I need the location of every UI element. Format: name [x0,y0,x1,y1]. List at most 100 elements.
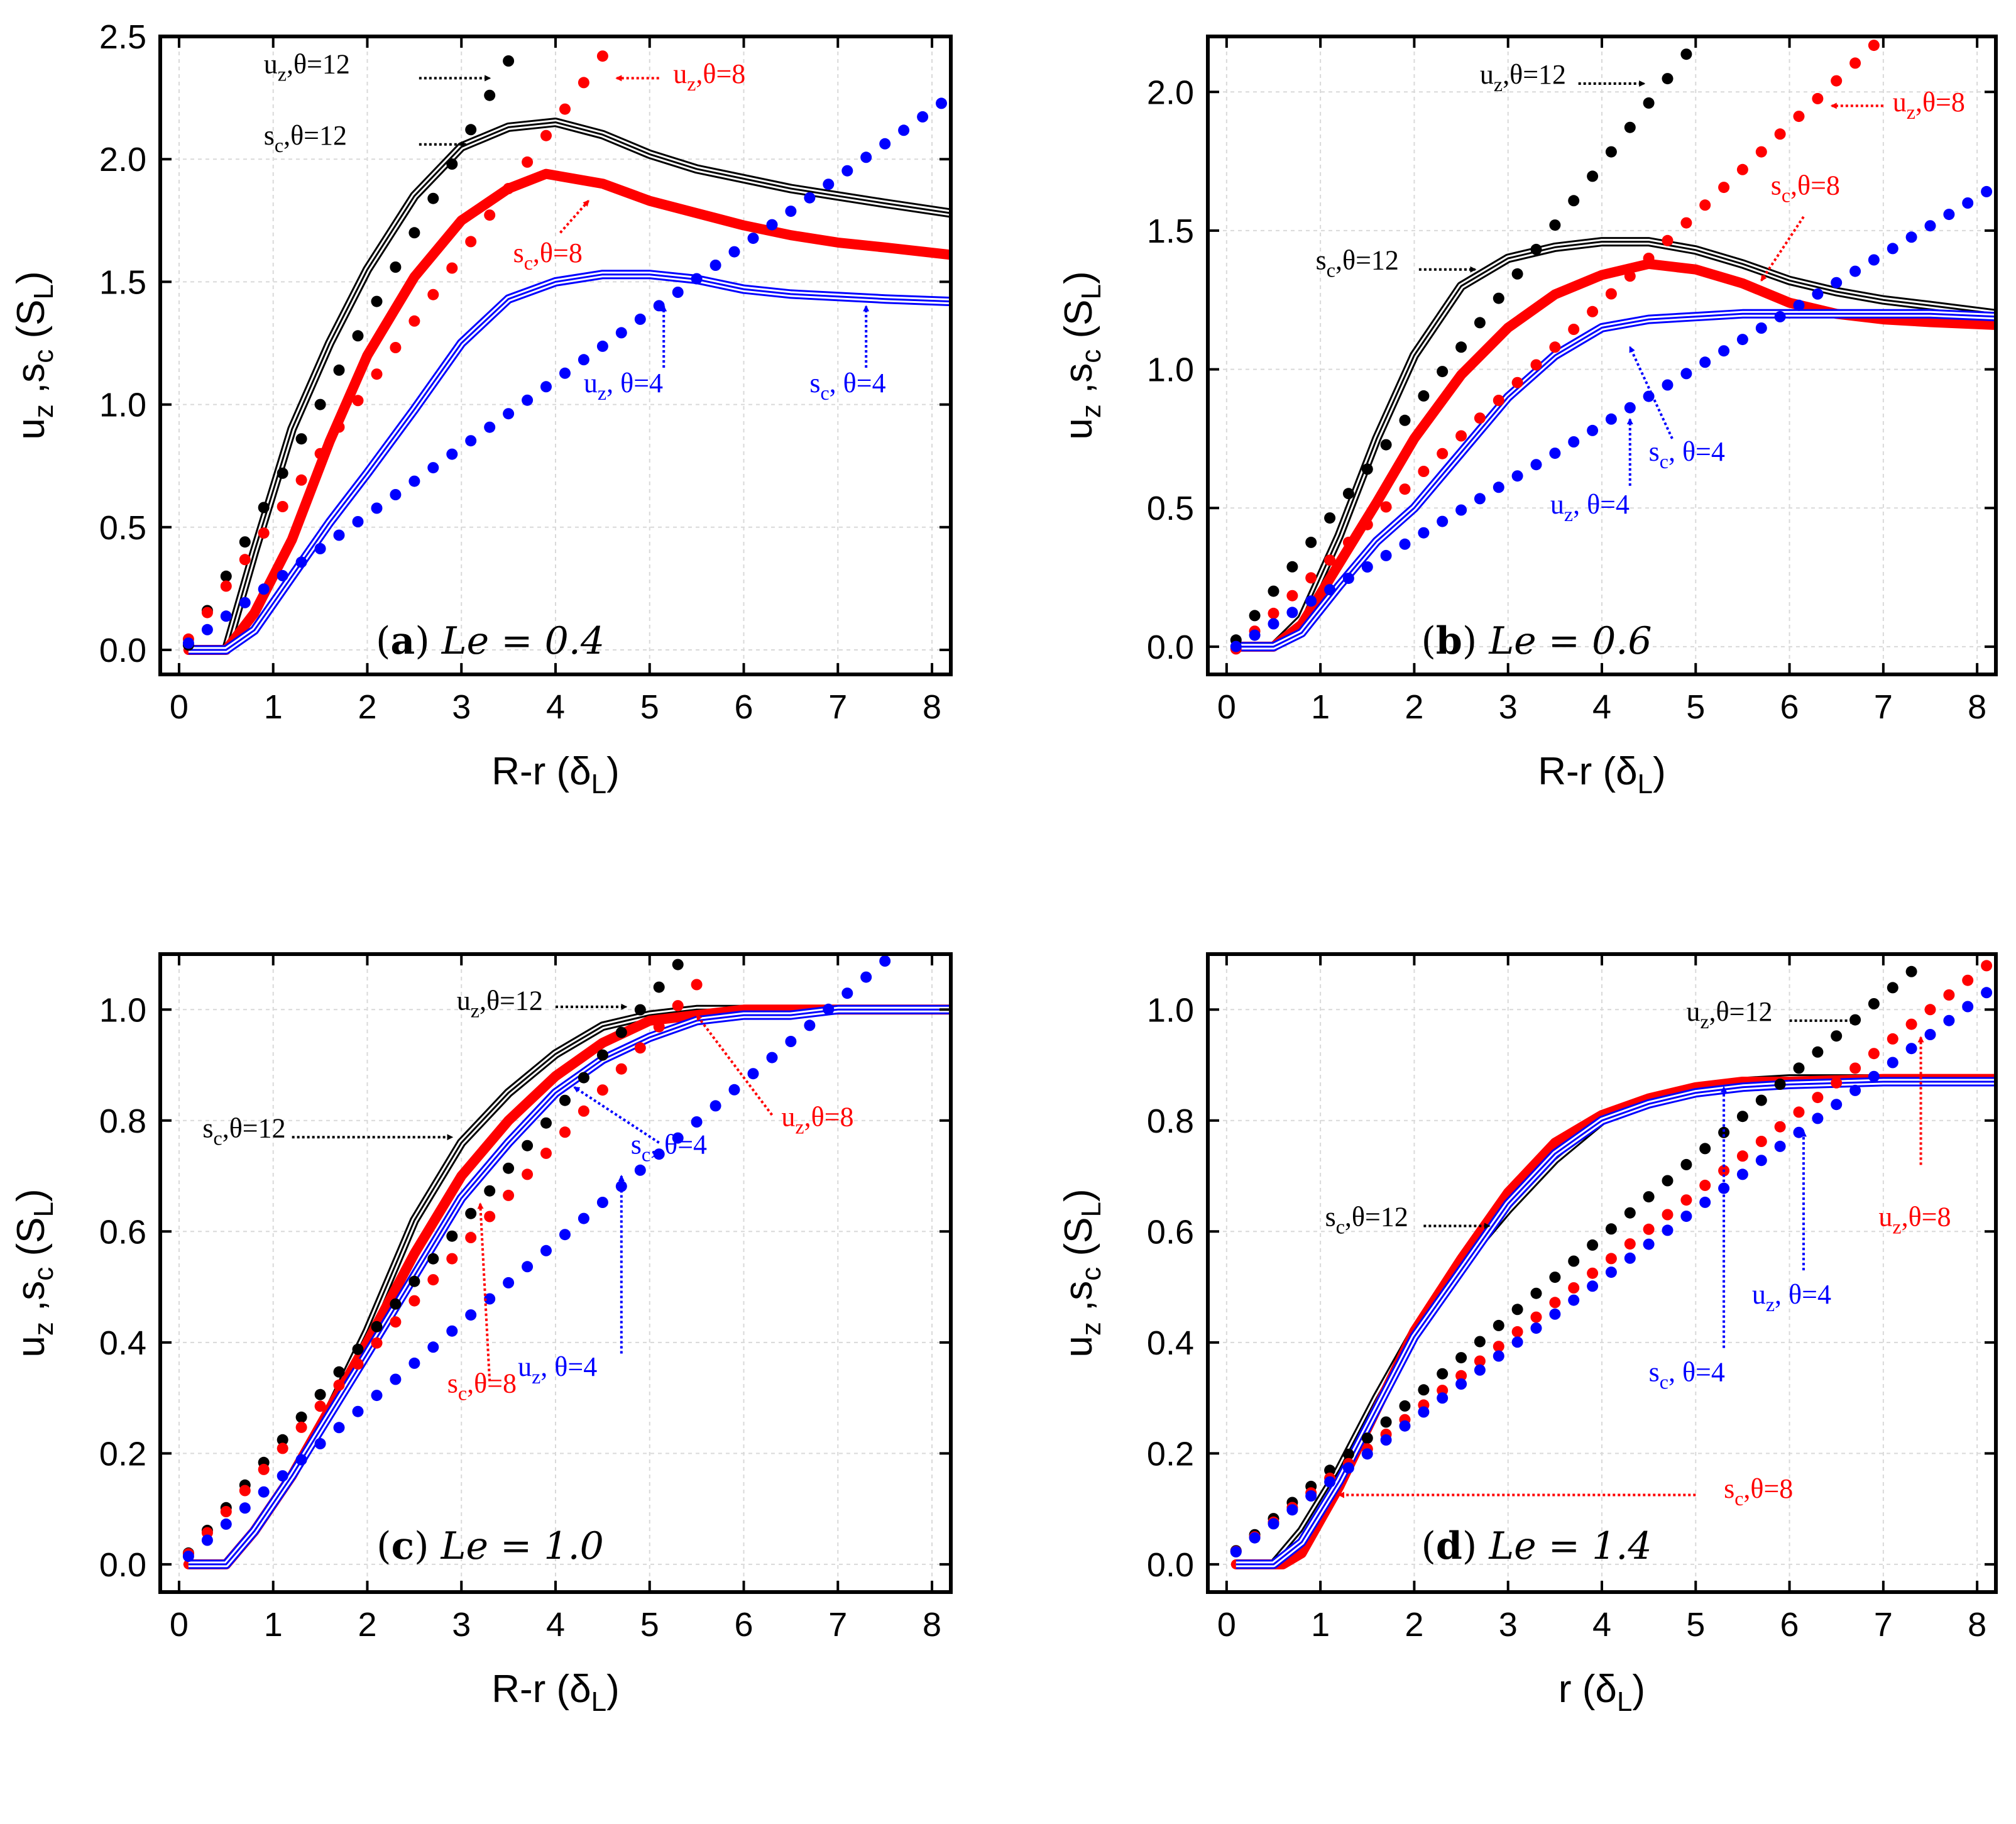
annotation-sub: c [275,134,283,157]
series-point-uz [390,489,402,500]
series-point-uz [220,580,232,592]
series-point-uz [1605,1253,1617,1265]
series-point-uz [1474,1355,1486,1367]
series-point-uz [258,527,270,539]
series-point-uz [503,1189,515,1201]
x-axis-title: R-r (δL) [1538,750,1666,799]
series-point-uz [1680,1194,1692,1206]
x-tick-label: 2 [1405,688,1423,726]
y-title-sub-z: z [28,404,59,418]
series-point-uz [653,300,665,312]
annotation-rest: ,θ=12 [479,985,543,1016]
series-point-uz [503,183,515,194]
series-point-uz [295,474,307,486]
series-point-uz [1924,1029,1936,1040]
series-point-uz [446,262,458,274]
series-point-uz [522,1261,534,1273]
caption-paren-open: ( [1421,619,1435,663]
series-point-uz [1418,390,1430,402]
annotation-sub: z [1907,101,1915,123]
x-tick-label: 6 [735,1606,753,1644]
y-title-sub-c: c [1076,1267,1107,1281]
series-point-uz [390,1373,402,1385]
series-point-uz [522,1140,534,1151]
series-point-uz [1324,554,1336,566]
y-axis-title: uz ,sc (SL) [1057,271,1107,439]
series-point-uz [1399,538,1411,550]
series-point-uz [1905,1018,1917,1030]
series-point-uz [1399,1420,1411,1432]
series-point-uz [841,165,853,177]
series-point-uz [1511,1304,1523,1316]
series-point-uz [1568,1294,1580,1306]
series-point-uz [1342,573,1354,585]
annotation-label: uz,θ=8 [1893,87,1965,123]
x-axis-title-end: ) [1653,750,1666,793]
series-point-uz [1887,982,1898,994]
series-point-uz [1624,1238,1636,1250]
series-point-uz [1380,439,1392,451]
series-point-uz [1361,463,1373,475]
series-point-uz [314,1388,326,1400]
x-axis-title: R-r (δL) [491,750,620,799]
series-point-uz [615,1026,627,1038]
series-point-uz [691,1116,703,1128]
series-point-uz [1962,197,1974,209]
annotation-label: uz, θ=4 [584,368,663,404]
series-point-uz [1643,1223,1655,1235]
series-point-uz [1643,253,1655,264]
annotation-label: uz,θ=8 [1878,1201,1951,1238]
annotation-label: sc,θ=8 [1724,1473,1793,1510]
series-point-uz [653,1021,665,1033]
annotation-label: uz, θ=4 [518,1351,597,1388]
annotation-label: sc,θ=12 [1325,1201,1408,1238]
plot-area [182,50,951,655]
x-axis-title-sub: L [1617,1686,1632,1717]
series-point-uz [503,1277,515,1288]
y-title-u: u [1057,1336,1100,1357]
annotation-rest: ,θ=12 [1709,996,1773,1027]
series-point-uz [540,381,552,393]
series-point-uz [371,1337,383,1349]
series-point-uz [408,227,420,239]
caption-letter: a [390,619,415,663]
series-point-uz [182,1551,194,1563]
series-point-uz [333,1379,345,1391]
series-point-uz [1981,960,1993,972]
panel-caption: (c) Le = 1.0 [376,1524,604,1568]
series-point-uz [1474,317,1486,329]
x-tick-label: 4 [1592,1606,1611,1644]
series-point-uz [1905,231,1917,243]
caption-paren-close: ) [1462,1524,1489,1568]
x-tick-label: 5 [1686,688,1705,726]
series-point-uz [1605,146,1617,158]
series-point-uz [1568,436,1580,448]
series-point-uz [1774,1121,1786,1133]
series-point-uz [540,1147,552,1159]
series-point-uz [427,1341,439,1353]
plot-area [1230,960,1996,1569]
series-point-uz [1662,234,1674,246]
series-point-uz [201,607,213,618]
y-title-sep: ,s [9,1281,53,1322]
series-point-uz [220,610,232,622]
annotation-sub: z [1564,503,1573,525]
x-tick-label: 8 [923,688,941,726]
series-point-uz [446,158,458,170]
series-point-uz [860,971,872,983]
series-point-uz [1324,1464,1336,1476]
series-line-sc-theta4 [188,270,951,655]
series-point-uz [879,138,891,150]
caption-letter: c [392,1524,415,1568]
series-point-uz [1361,1448,1373,1460]
annotation-rest: , θ=4 [1775,1279,1831,1310]
series-point-uz [1624,121,1636,133]
y-tick-label: 1.0 [1147,351,1194,389]
series-point-uz [352,1343,364,1355]
series-line-sc-theta4-inner-gap [1235,310,1996,650]
annotation-rest: ,θ=8 [1790,170,1840,201]
annotation-main: s [202,1113,213,1143]
y-title-S: (S [1057,1217,1100,1266]
y-axis-title: uz ,sc (SL) [1057,1189,1107,1357]
chart-panel-b: 0 1 2 3 4 5 6 7 80.00.51.01.52.0R-r (δL)uz ,sc (… [1057,35,1998,799]
